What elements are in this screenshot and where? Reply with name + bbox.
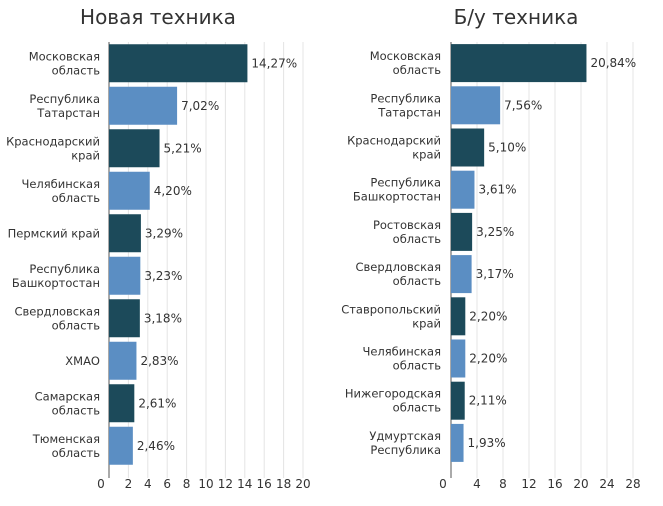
bar <box>451 170 475 209</box>
chart-used-equipment: Б/у техника 0 4 8 12 16 20 24 28 20,84% Московска… <box>341 5 640 491</box>
data-label: 2,20% <box>469 309 507 323</box>
x-tick-label: 0 <box>97 477 105 491</box>
bar <box>109 214 141 253</box>
data-label: 2,46% <box>137 439 175 453</box>
x-tick-label: 24 <box>599 477 614 491</box>
category-label: Свердловская область <box>14 304 100 332</box>
category-label: Московская область <box>29 49 101 77</box>
data-label: 2,61% <box>138 396 176 410</box>
category-label: Краснодарский край <box>347 134 441 162</box>
bar <box>451 339 466 378</box>
x-tick-label: 4 <box>473 477 481 491</box>
x-tick-label: 12 <box>218 477 233 491</box>
category-label: Свердловская область <box>355 260 441 288</box>
category-label: Республика Татарстан <box>370 91 441 119</box>
data-label: 5,10% <box>488 141 526 155</box>
data-label: 1,93% <box>468 436 506 450</box>
chart-new-equipment: Новая техника 0 2 4 6 8 10 12 14 16 18 20 14,27% Мос… <box>6 5 311 491</box>
chart-title-used: Б/у техника <box>454 5 579 29</box>
bar <box>451 44 587 83</box>
category-label: Пермский край <box>8 226 100 240</box>
x-tick-label: 20 <box>573 477 588 491</box>
bar <box>109 256 141 295</box>
bar <box>109 384 135 423</box>
bar <box>109 129 160 168</box>
category-label: Челябинская область <box>21 177 100 205</box>
bar <box>451 423 464 462</box>
data-label: 20,84% <box>590 56 636 70</box>
bar <box>109 171 150 210</box>
category-label: Самарская область <box>35 389 101 417</box>
data-label: 3,25% <box>476 225 514 239</box>
data-label: 3,23% <box>144 269 182 283</box>
data-label: 7,56% <box>504 98 542 112</box>
bar <box>109 341 137 380</box>
data-label: 2,20% <box>469 352 507 366</box>
bar <box>109 299 140 338</box>
x-tick-label: 8 <box>499 477 507 491</box>
x-tick-label: 18 <box>276 477 291 491</box>
x-tick-label: 4 <box>144 477 152 491</box>
data-label: 4,20% <box>154 184 192 198</box>
category-label: Краснодарский край <box>6 134 100 162</box>
data-label: 14,27% <box>251 56 297 70</box>
bar <box>451 381 465 420</box>
x-tick-label: 10 <box>198 477 213 491</box>
bar <box>451 128 485 167</box>
x-tick-label: 6 <box>163 477 171 491</box>
x-tick-label: 28 <box>625 477 640 491</box>
data-label: 5,21% <box>164 141 202 155</box>
bar <box>451 297 466 336</box>
x-tick-label: 0 <box>439 477 447 491</box>
category-label: Тюменская область <box>32 432 100 460</box>
category-label: Республика Башкортостан <box>12 262 100 290</box>
bar <box>451 212 473 251</box>
data-label: 3,17% <box>476 267 514 281</box>
category-label: Республика Татарстан <box>29 92 100 120</box>
x-tick-label: 16 <box>257 477 272 491</box>
category-label: Ростовская область <box>373 218 441 246</box>
category-label: Челябинская область <box>362 345 441 373</box>
x-tick-label: 8 <box>183 477 191 491</box>
data-label: 3,18% <box>144 311 182 325</box>
category-label: ХМАО <box>65 354 100 368</box>
category-label: Нижегородская область <box>345 387 441 415</box>
data-label: 2,83% <box>140 354 178 368</box>
x-tick-label: 14 <box>237 477 252 491</box>
bar <box>109 426 133 465</box>
bar <box>451 86 501 125</box>
data-label: 7,02% <box>181 99 219 113</box>
data-label: 3,61% <box>478 183 516 197</box>
category-label: Ставропольский край <box>341 302 441 330</box>
category-label: Республика Башкортостан <box>353 176 441 204</box>
x-tick-label: 12 <box>521 477 536 491</box>
chart-title-new: Новая техника <box>80 5 236 29</box>
category-label: Московская область <box>370 49 442 77</box>
bar <box>109 44 248 83</box>
x-tick-label: 20 <box>295 477 310 491</box>
data-label: 3,29% <box>145 226 183 240</box>
category-label: Удмуртская Республика <box>369 429 441 457</box>
bar <box>451 255 472 294</box>
x-tick-label: 16 <box>547 477 562 491</box>
x-tick-label: 2 <box>125 477 133 491</box>
bar <box>109 86 178 125</box>
data-label: 2,11% <box>469 394 507 408</box>
